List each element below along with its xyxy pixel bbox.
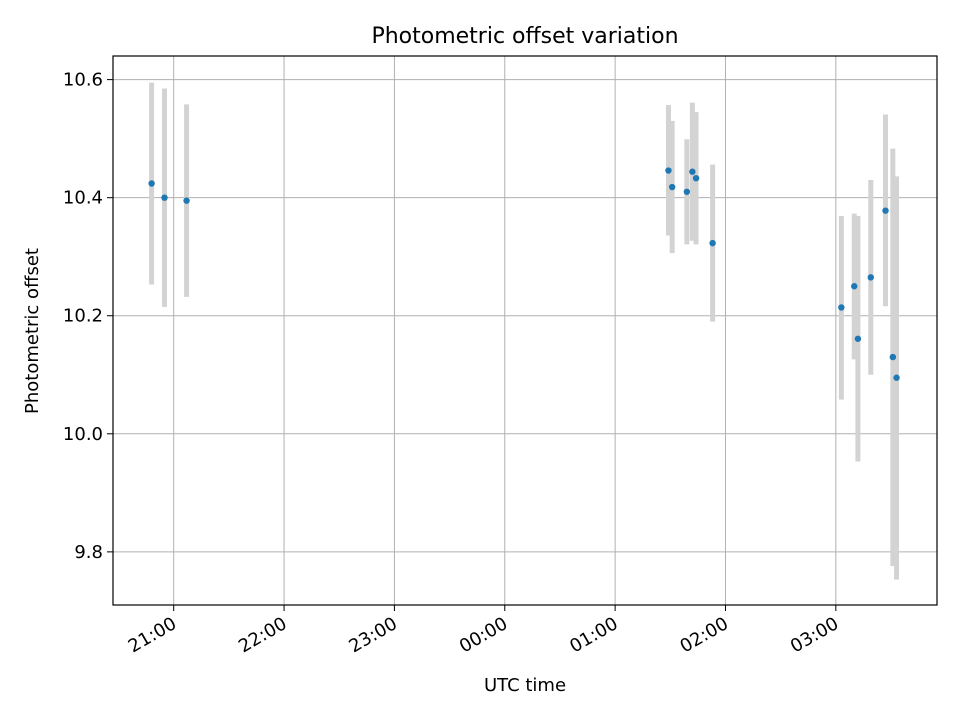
data-point [867,274,874,281]
data-point [709,239,716,247]
data-point [148,180,155,187]
data-points [148,167,900,381]
data-point [851,283,858,290]
data-point [692,174,700,182]
y-axis-ticks: 9.8 10.0 10.2 10.4 10.6 [63,70,113,563]
data-point [683,188,691,195]
data-point [854,335,862,342]
data-point [668,183,676,191]
data-point [183,197,190,204]
x-axis-title: UTC time [484,675,566,696]
y-tick-label: 10.2 [63,306,103,327]
y-tick-label: 10.0 [63,424,103,445]
plot-frame [112,55,938,606]
data-point [882,207,889,214]
data-point [665,167,672,174]
data-point [889,353,897,361]
y-tick-label: 10.6 [63,70,103,91]
chart-title: Photometric offset variation [371,24,678,49]
data-point [838,304,845,311]
data-point [161,194,168,201]
data-point [893,374,900,381]
y-tick-label: 10.4 [63,188,103,209]
y-tick-label: 9.8 [74,542,103,563]
data-point [689,168,696,175]
grid [113,56,937,605]
y-axis-title: Photometric offset [22,248,43,414]
